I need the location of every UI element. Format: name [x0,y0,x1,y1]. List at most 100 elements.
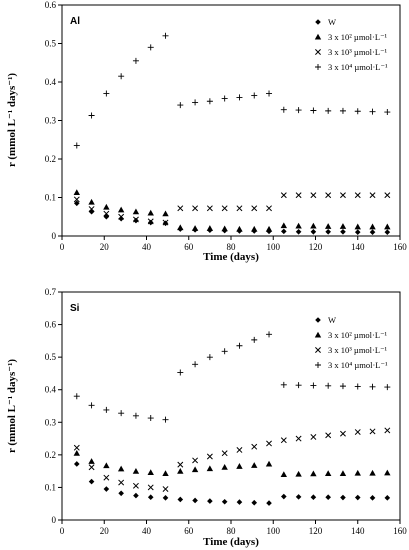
data-point [207,206,212,211]
data-point [325,383,331,389]
series-triangle [74,450,391,477]
data-point [222,206,227,211]
x-tick-label: 160 [393,526,407,536]
chart-panel-si: Si Time (days) r (mmol L⁻¹ days⁻¹) 0 20 40… [6,287,407,548]
data-point [370,495,376,501]
data-point [118,466,124,472]
data-point [178,462,183,467]
data-point [370,384,376,390]
data-point [237,447,242,452]
data-point [103,407,109,413]
data-point [177,224,183,230]
x-axis-title: Time (days) [203,251,259,263]
data-point [340,495,346,501]
series-x [74,428,390,492]
y-tick-label: 0.2 [45,154,56,164]
legend-marker [315,64,321,70]
panel-label: Si [70,303,80,314]
data-point [118,207,124,213]
data-point [369,224,375,230]
data-point [340,193,345,198]
data-point [148,485,153,490]
x-tick-label: 140 [351,526,365,536]
data-point [266,500,272,506]
data-point [385,193,390,198]
data-point [74,450,80,456]
data-point [118,410,124,416]
data-point [221,225,227,231]
y-tick-label: 0.3 [45,417,57,427]
data-point [192,99,198,105]
data-point [296,193,301,198]
data-point [88,199,94,205]
data-point [369,470,375,476]
data-point [104,475,109,480]
data-point [207,498,213,504]
data-point [74,189,80,195]
chart-panel-al: Al Time (days) r (mmol L⁻¹ days⁻¹) 0 20 40… [6,0,407,263]
data-point [236,463,242,469]
data-point [281,222,287,228]
y-tick-label: 0.6 [45,320,57,330]
data-point [384,224,390,230]
y-tick-label: 0.1 [45,193,56,203]
y-tick-label: 0.7 [45,287,57,297]
data-point [163,486,168,491]
data-point [222,499,228,505]
x-tick-label: 80 [227,242,237,252]
legend-marker [315,34,321,40]
data-point [266,91,272,97]
x-tick-label: 0 [60,242,65,252]
x-axis-title: Time (days) [203,536,259,548]
data-point [385,428,390,433]
legend-marker [315,332,321,338]
x-tick-label: 100 [267,526,281,536]
data-point [133,468,139,474]
data-point [192,206,197,211]
y-tick-label: 0.4 [45,77,57,87]
data-point [310,382,316,388]
data-point [310,223,316,229]
x-tick-label: 80 [227,526,237,536]
x-tick-label: 100 [267,242,281,252]
data-point [148,44,154,50]
legend-label: 3 x 10³ µmol·L⁻¹ [328,47,388,57]
data-point [296,229,302,235]
x-tick-label: 120 [309,526,323,536]
data-point [325,494,331,500]
data-point [266,461,272,467]
legend-label: 3 x 10² µmol·L⁻¹ [328,32,388,42]
data-point [222,348,228,354]
data-point [311,193,316,198]
data-point [266,331,272,337]
legend-label: W [328,315,336,325]
data-point [355,108,361,114]
data-point [148,469,154,475]
data-point [178,206,183,211]
data-point [192,361,198,367]
data-point [74,393,80,399]
data-point [103,462,109,468]
x-tick-label: 40 [142,242,152,252]
axis-ticks: 0 20 40 60 80 100 120 140 16000.10.20.30.40.50.6… [45,287,408,536]
data-point [385,229,391,235]
data-point [310,471,316,477]
data-point [296,107,302,113]
legend-marker [315,347,320,352]
data-point [222,451,227,456]
data-point [311,434,316,439]
y-tick-label: 0.1 [45,482,56,492]
data-point [236,94,242,100]
x-tick-label: 60 [184,242,194,252]
legend-label: 3 x 10⁴ µmol·L⁻¹ [328,62,388,72]
legend-label: 3 x 10⁴ µmol·L⁻¹ [328,360,388,370]
data-point [148,220,154,226]
data-point [89,479,95,485]
data-point [177,369,183,375]
y-tick-label: 0.2 [45,450,56,460]
data-point [266,441,271,446]
data-point [340,431,345,436]
data-point [370,109,376,115]
data-point [163,33,169,39]
